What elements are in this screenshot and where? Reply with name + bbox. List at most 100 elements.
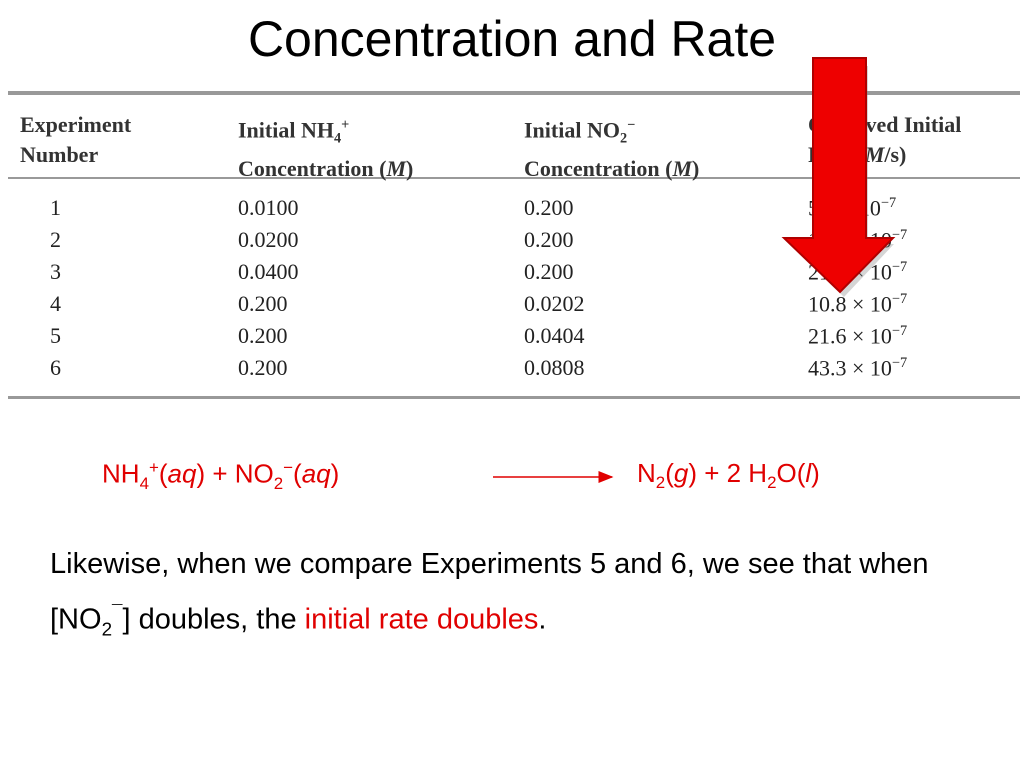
table-cell: 0.200 xyxy=(524,195,574,221)
eq-text: 4 xyxy=(139,473,149,493)
table-cell: 10.8 × 10−7 xyxy=(808,291,907,317)
eq-text: 2 xyxy=(655,473,666,493)
header: Experiment Number xyxy=(20,110,131,170)
sentence-text: Likewise, when we compare Experiments 5 … xyxy=(50,548,929,636)
table-rule xyxy=(8,396,1020,399)
cell-text: 21.5 × 10 xyxy=(808,259,892,285)
table-cell: 43.3 × 10−7 xyxy=(808,355,907,381)
cell-exponent: −7 xyxy=(891,259,908,275)
table-cell: 0.0200 xyxy=(238,227,299,253)
cell-text: 43.3 × 10 xyxy=(808,355,892,381)
equation-reactants: NH4+(aq) + NO2−(aq) xyxy=(102,458,339,494)
cell-text: 0.0202 xyxy=(524,291,585,316)
table-cell: 1 xyxy=(50,195,61,221)
cell-text: 4 xyxy=(50,291,61,316)
table-cell: 5.4 × 10−7 xyxy=(808,195,896,221)
cell-text: 10.8 × 10 xyxy=(808,291,892,317)
cell-text: 0.0100 xyxy=(238,195,299,220)
table-cell: 0.0100 xyxy=(238,195,299,221)
sentence-text: ] doubles, the xyxy=(122,603,305,636)
header-text: M xyxy=(864,142,885,167)
eq-text: 2 xyxy=(273,473,284,493)
table-cell: 6 xyxy=(50,355,61,381)
header-text: 4 xyxy=(333,130,342,147)
header: Observed Initial Rate (M/s) xyxy=(808,110,961,170)
cell-text: 1 xyxy=(50,195,61,220)
cell-text: 0.0808 xyxy=(524,355,585,380)
header-text: Concentration ( xyxy=(524,155,673,181)
header-text: Number xyxy=(20,142,99,167)
cell-text: 5.4 × 10 xyxy=(808,195,881,221)
eq-text: − xyxy=(283,458,294,477)
sentence-highlight: initial rate doubles xyxy=(304,603,539,636)
header: Initial NH4+ Concentration (M) xyxy=(238,110,413,184)
table-cell: 3 xyxy=(50,259,61,285)
eq-text: g xyxy=(673,458,689,488)
cell-text: 21.6 × 10 xyxy=(808,323,892,349)
table-cell: 0.0404 xyxy=(524,323,585,349)
cell-text: 5 xyxy=(50,323,61,348)
header-text: 2 xyxy=(619,130,628,147)
cell-exponent: −7 xyxy=(880,195,897,211)
eq-text: ( xyxy=(665,458,674,488)
header-text: Initial NH xyxy=(238,117,334,143)
cell-text: 10.8 × 10 xyxy=(808,227,892,253)
sentence-text: ¯ xyxy=(112,601,123,622)
header-text: Observed Initial xyxy=(808,112,962,137)
header-text: Experiment xyxy=(20,112,132,137)
table-rule xyxy=(8,177,1020,179)
eq-text: l xyxy=(805,458,812,488)
cell-text: 3 xyxy=(50,259,61,284)
equation-products: N2(g) + 2 H2O(l) xyxy=(637,458,820,493)
table-cell: 0.0400 xyxy=(238,259,299,285)
header-text: /s) xyxy=(884,142,907,167)
table-cell: 2 xyxy=(50,227,61,253)
table-cell: 10.8 × 10−7 xyxy=(808,227,907,253)
table-cell: 0.200 xyxy=(524,227,574,253)
cell-exponent: −7 xyxy=(891,355,908,371)
header-text: Rate ( xyxy=(808,142,865,167)
cell-text: 0.200 xyxy=(238,291,288,316)
eq-text: ) xyxy=(811,458,820,488)
cell-text: 0.200 xyxy=(524,259,574,284)
table-cell: 21.5 × 10−7 xyxy=(808,259,907,285)
cell-exponent: −7 xyxy=(891,291,908,307)
eq-text: aq xyxy=(167,458,197,489)
table-cell: 4 xyxy=(50,291,61,317)
eq-text: O( xyxy=(776,458,806,488)
header-text: M xyxy=(672,155,693,181)
table-rule xyxy=(8,91,1020,95)
cell-text: 6 xyxy=(50,355,61,380)
cell-text: 2 xyxy=(50,227,61,252)
sentence-text: 2 xyxy=(101,618,113,640)
sentence: Likewise, when we compare Experiments 5 … xyxy=(50,540,1010,653)
header-text: Initial NO xyxy=(524,117,620,143)
cell-text: 0.0400 xyxy=(238,259,299,284)
table-cell: 0.200 xyxy=(238,291,288,317)
header-text: Concentration ( xyxy=(238,155,387,181)
eq-text: 2 xyxy=(767,473,777,493)
cell-exponent: −7 xyxy=(891,323,908,339)
eq-text: ) + NO xyxy=(196,458,274,489)
header-text: ) xyxy=(692,155,700,181)
cell-text: 0.200 xyxy=(524,227,574,252)
eq-text: ( xyxy=(158,458,168,489)
sentence-text: . xyxy=(538,603,547,636)
eq-text: N xyxy=(637,458,656,488)
table-cell: 0.0202 xyxy=(524,291,585,317)
eq-text: aq xyxy=(301,458,331,489)
cell-exponent: −7 xyxy=(891,227,908,243)
title: Concentration and Rate xyxy=(247,11,777,67)
cell-text: 0.200 xyxy=(524,195,574,220)
table-cell: 0.200 xyxy=(238,323,288,349)
header-text: ) xyxy=(406,155,414,181)
cell-text: 0.0404 xyxy=(524,323,585,348)
cell-text: 0.200 xyxy=(238,323,288,348)
table-cell: 0.0808 xyxy=(524,355,585,381)
header-text: + xyxy=(341,117,350,133)
header-text: − xyxy=(627,117,636,133)
eq-text: NH xyxy=(102,458,140,489)
eq-text: + xyxy=(148,458,159,477)
cell-text: 0.0200 xyxy=(238,227,299,252)
